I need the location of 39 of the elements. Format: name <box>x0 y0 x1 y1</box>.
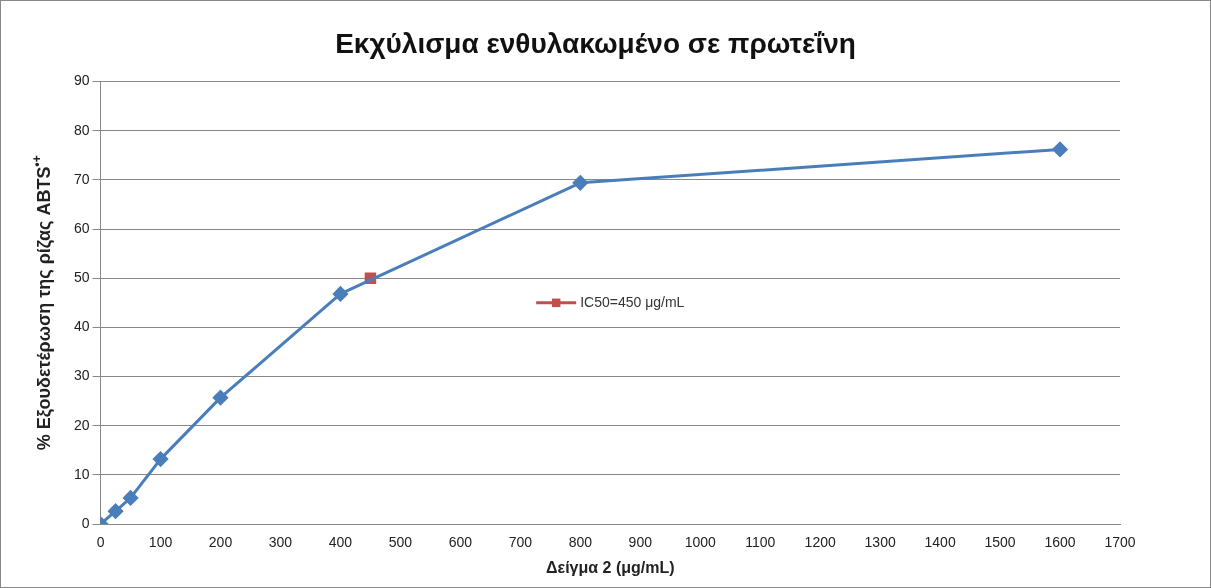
x-tick-label: 700 <box>508 534 533 551</box>
x-tick-label: 1300 <box>864 534 896 551</box>
point <box>153 451 169 467</box>
y-tick-label: 10 <box>73 465 90 482</box>
x-tick-label: 1000 <box>684 534 717 551</box>
x-tick-label: 1400 <box>924 534 956 551</box>
x-tick-label: 1700 <box>1104 534 1136 551</box>
y-tick-label: 90 <box>73 72 90 89</box>
y-tick-label: 50 <box>73 269 90 286</box>
x-tick-label: 500 <box>388 534 413 551</box>
x-tick-label: 300 <box>268 534 293 551</box>
y-tick-label: 30 <box>73 367 90 384</box>
y-axis-title: % Εξουδετέρωση της ρίζας ABTS•+ <box>30 155 55 451</box>
x-tick-label: 200 <box>208 534 233 551</box>
x-tick-label: 1100 <box>745 534 776 551</box>
y-tick-label: 80 <box>73 121 90 138</box>
y-tick-label: 0 <box>81 514 90 531</box>
y-tick-label: 20 <box>73 416 90 433</box>
x-tick-label: 0 <box>96 534 105 551</box>
point <box>123 490 139 506</box>
x-tick-label: 1500 <box>984 534 1016 551</box>
point <box>213 390 229 406</box>
point <box>332 286 348 302</box>
point <box>572 175 588 191</box>
y-tick-label: 60 <box>73 219 90 236</box>
y-tick-label: 70 <box>73 170 90 187</box>
x-tick-label: 400 <box>328 534 353 551</box>
legend-label: IC50=450 μg/mL <box>580 293 685 310</box>
x-tick-label: 1200 <box>804 534 836 551</box>
point <box>108 503 124 519</box>
y-tick-label: 40 <box>73 318 90 335</box>
x-tick-label: 1600 <box>1044 534 1076 551</box>
point <box>1052 141 1068 157</box>
x-tick-label: 100 <box>148 534 173 551</box>
x-tick-label: 900 <box>628 534 653 551</box>
x-tick-label: 800 <box>568 534 593 551</box>
chart-title: Εκχύλισμα ενθυλακωμένο σε πρωτεΐνη <box>335 27 856 59</box>
x-tick-label: 600 <box>448 534 473 551</box>
x-axis-title: Δείγμα 2 (μg/mL) <box>546 558 675 576</box>
